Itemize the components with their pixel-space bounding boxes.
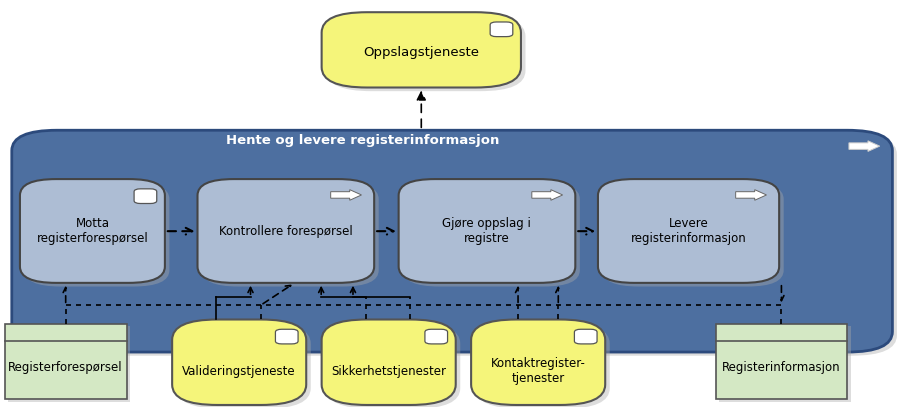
FancyBboxPatch shape [202,183,379,287]
FancyBboxPatch shape [425,329,448,344]
FancyBboxPatch shape [490,22,513,37]
FancyBboxPatch shape [322,12,521,88]
Text: Hente og levere registerinformasjon: Hente og levere registerinformasjon [226,134,499,147]
FancyBboxPatch shape [476,323,610,407]
Text: Motta
registerforespørsel: Motta registerforespørsel [36,217,149,245]
FancyBboxPatch shape [322,319,456,405]
FancyBboxPatch shape [24,183,169,287]
Bar [716,324,847,399]
FancyBboxPatch shape [12,130,892,352]
Text: Kontrollere forespørsel: Kontrollere forespørsel [218,225,352,238]
FancyBboxPatch shape [598,179,779,283]
FancyBboxPatch shape [403,183,580,287]
FancyBboxPatch shape [326,16,525,91]
Text: Registerinformasjon: Registerinformasjon [722,361,840,374]
FancyBboxPatch shape [177,323,311,407]
Text: Sikkerhetstjenester: Sikkerhetstjenester [332,365,446,378]
FancyBboxPatch shape [16,134,897,356]
FancyBboxPatch shape [574,329,597,344]
FancyBboxPatch shape [326,323,460,407]
Bar [8,326,130,402]
Text: Oppslagstjeneste: Oppslagstjeneste [363,46,479,59]
Text: Kontaktregister-
tjenester: Kontaktregister- tjenester [491,357,585,385]
Bar [719,326,851,402]
Text: Valideringstjeneste: Valideringstjeneste [182,365,296,378]
FancyArrow shape [849,141,880,151]
FancyArrow shape [532,190,563,200]
FancyBboxPatch shape [172,319,306,405]
Text: Levere
registerinformasjon: Levere registerinformasjon [631,217,747,245]
Bar [5,324,127,399]
FancyBboxPatch shape [471,319,605,405]
FancyArrow shape [331,190,361,200]
Text: Registerforespørsel: Registerforespørsel [8,361,122,374]
FancyBboxPatch shape [275,329,298,344]
FancyBboxPatch shape [198,179,374,283]
FancyBboxPatch shape [134,189,157,204]
FancyBboxPatch shape [399,179,575,283]
FancyBboxPatch shape [602,183,784,287]
FancyBboxPatch shape [20,179,165,283]
FancyArrow shape [736,190,766,200]
Text: Gjøre oppslag i
registre: Gjøre oppslag i registre [442,217,531,245]
